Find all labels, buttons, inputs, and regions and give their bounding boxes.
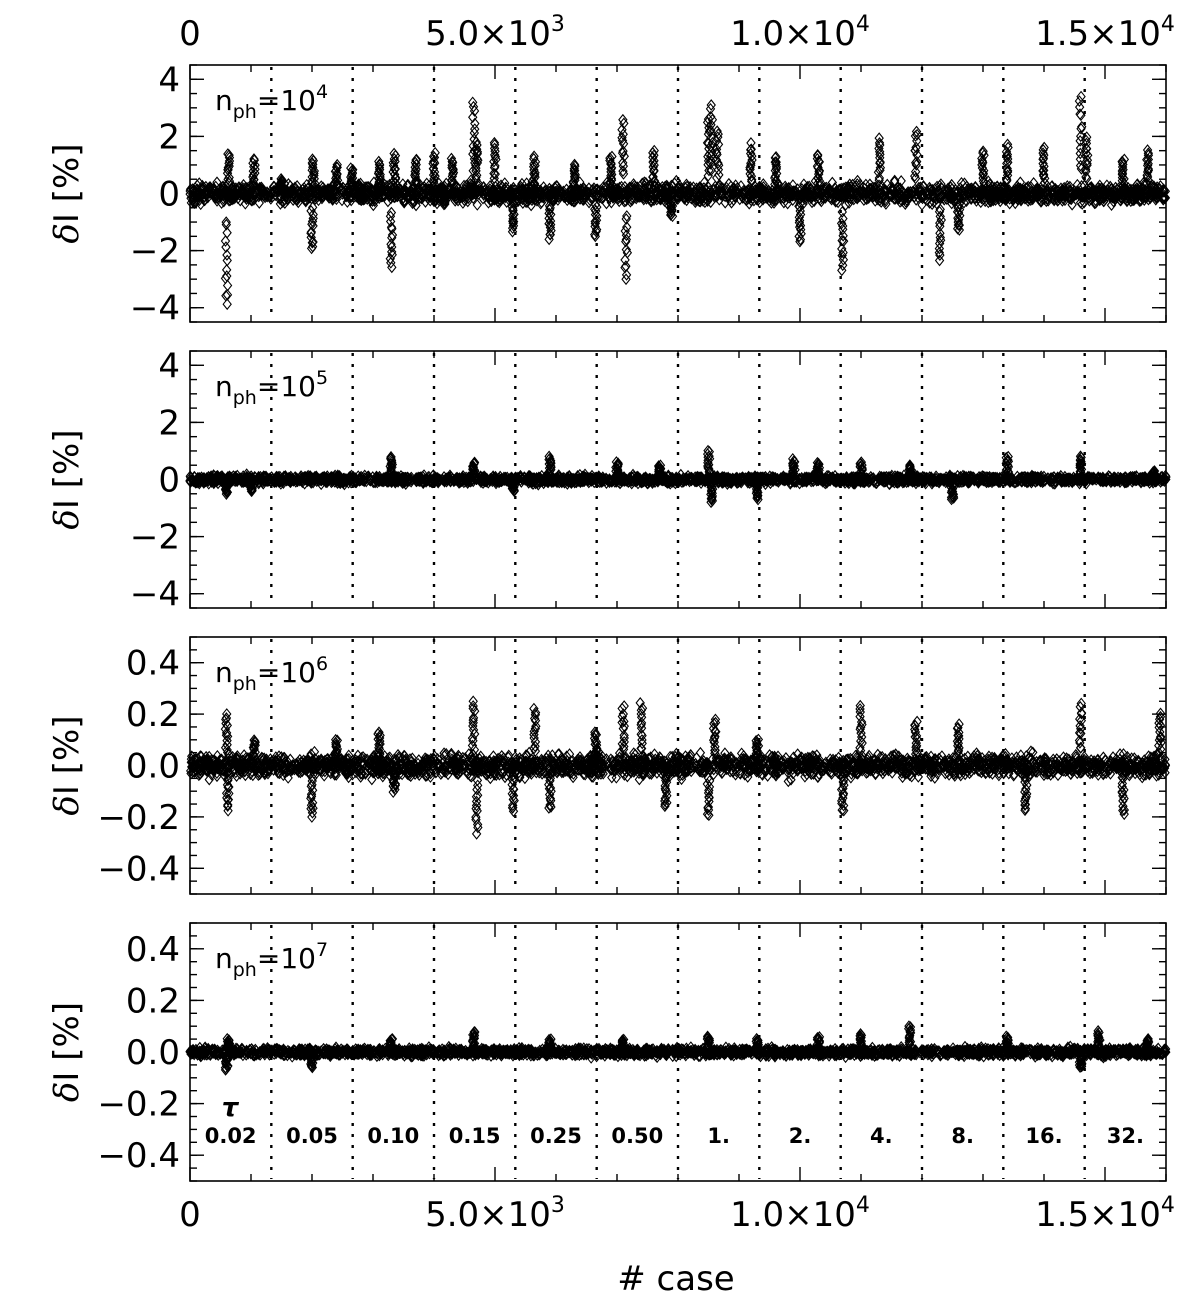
data-point: [466, 174, 476, 187]
panel-label: nph=104: [215, 81, 328, 123]
y-tick-label: −2: [130, 232, 180, 272]
data-point: [746, 137, 756, 149]
data-point: [195, 198, 206, 211]
y-tick-label: −4: [130, 289, 180, 329]
panel-1: −4 −2 0 2 4 δI [%] nph=104: [47, 60, 1171, 329]
data-point: [1004, 197, 1015, 210]
y-tick-label: 2: [158, 117, 180, 157]
data-point: [992, 180, 1002, 193]
data-point: [472, 199, 482, 211]
y-tick-label: 0: [158, 175, 180, 215]
data-point: [735, 193, 745, 206]
y-axis-title: δI [%]: [47, 143, 87, 243]
data-point: [896, 175, 906, 187]
data-point: [1077, 198, 1087, 210]
y-tick-label: 4: [158, 60, 180, 100]
data-points: [185, 90, 1171, 311]
data-point: [544, 233, 554, 246]
data-point: [807, 190, 817, 203]
data-point: [917, 199, 927, 211]
data-point: [264, 189, 275, 202]
data-point: [411, 199, 421, 212]
data-point: [221, 263, 232, 276]
data-point: [924, 197, 935, 209]
data-point: [222, 298, 232, 311]
